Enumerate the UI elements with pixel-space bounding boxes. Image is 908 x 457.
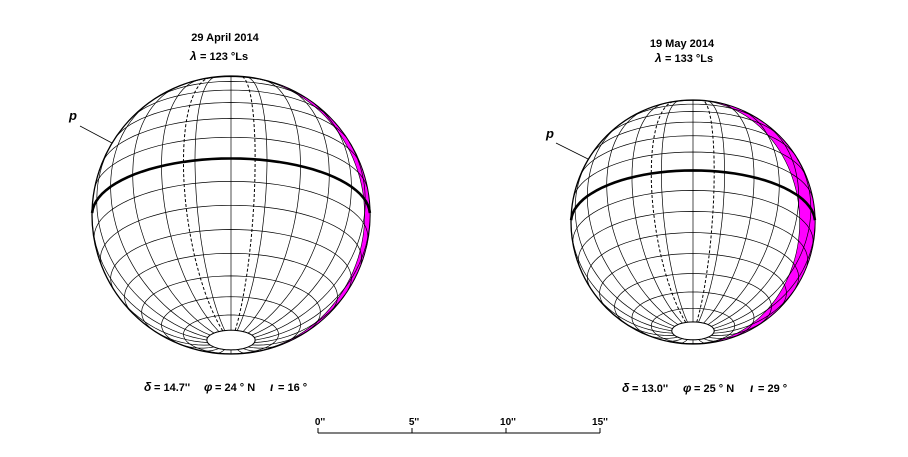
meridian-1 (248, 344, 282, 349)
globe-2-delta-symbol: δ (622, 381, 630, 395)
meridian-1 (242, 348, 261, 352)
meridian-1 (153, 330, 211, 346)
meridian-2 (587, 124, 675, 327)
meridian-2 (698, 100, 725, 323)
globe-1-iota-value: = 16 ° (278, 382, 307, 394)
meridian-2 (631, 103, 683, 324)
globe-2-delta-value: = 13.0'' (632, 383, 669, 395)
reference-meridian-1-0 (183, 77, 224, 332)
scale-tick-label-1: 5'' (409, 417, 419, 428)
globe-2-iota-symbol: ι (750, 381, 754, 395)
globe-2-iota-value: = 29 ° (758, 383, 787, 395)
globe-1-date: 29 April 2014 (191, 32, 259, 44)
globe-2-date: 19 May 2014 (650, 38, 715, 50)
meridian-2 (620, 320, 675, 336)
meridian-2 (664, 338, 683, 342)
meridian-2 (711, 124, 799, 327)
globe-2-lambda-value: = 133 °Ls (665, 53, 713, 65)
polar-cap-1 (206, 329, 256, 351)
meridian-1 (132, 87, 215, 334)
meridian-1 (236, 349, 245, 354)
scale-tick-label-2: 10'' (500, 417, 516, 428)
meridian-2 (698, 339, 707, 344)
meridian-1 (194, 76, 226, 331)
reference-meridian-1-1 (234, 76, 256, 331)
meridian-1 (251, 330, 309, 346)
meridian-1 (91, 219, 207, 341)
meridian-1 (96, 142, 208, 338)
globe-2-lambda-symbol: λ (654, 51, 662, 65)
meridian-1 (161, 79, 220, 332)
meridian-1 (116, 294, 208, 343)
meridian-2 (679, 339, 688, 344)
globe-1-delta-value: = 14.7'' (154, 382, 191, 394)
meridian-2 (711, 320, 766, 336)
globe-2-phi-value: = 25 ° N (694, 383, 734, 395)
globe-1-sphere (90, 75, 372, 355)
globe-1-lambda-value: = 123 °Ls (200, 51, 248, 63)
meridian-1 (180, 344, 214, 349)
meridian-2 (713, 291, 794, 334)
scale-tick-label-0: 0'' (315, 417, 325, 428)
meridian-2 (703, 103, 755, 324)
meridian-2 (707, 335, 738, 339)
meridian-2 (713, 158, 812, 329)
meridian-1 (236, 76, 268, 331)
reference-meridian-2-1 (696, 99, 715, 323)
meridian-1 (254, 142, 366, 338)
globe-1-phi-value: = 24 ° N (215, 382, 255, 394)
polar-cap-2 (671, 321, 715, 341)
meridian-1 (242, 79, 301, 332)
meridian-1 (110, 103, 211, 336)
globe-1-phi-symbol: φ (204, 380, 213, 394)
meridian-2 (570, 225, 672, 332)
meridian-1 (247, 87, 330, 334)
globe-1: 29 April 2014 λ = 123 °Ls p δ = 14.7'' φ… (68, 32, 372, 394)
meridian-2 (574, 158, 673, 329)
meridian-2 (592, 291, 673, 334)
globe-2-phi-symbol: φ (683, 381, 692, 395)
meridian-2 (606, 110, 679, 325)
meridian-2 (703, 338, 722, 342)
globe-1-iota-symbol: ι (270, 380, 274, 394)
meridian-2 (661, 100, 688, 323)
meridian-1 (251, 103, 352, 336)
meridian-1 (255, 219, 371, 341)
globe-2-sphere (569, 99, 817, 345)
meridian-2 (707, 110, 780, 325)
scale-bar: 0'' 5'' 10'' 15'' (315, 417, 608, 434)
globe-2-pole-leader (555, 142, 591, 161)
meridian-2 (714, 225, 816, 332)
globe-2-pole-label: p (545, 126, 554, 141)
globe-1-delta-symbol: δ (144, 380, 152, 394)
globe-1-pole-leader (79, 125, 113, 144)
meridian-2 (648, 335, 679, 339)
meridian-1 (254, 294, 346, 343)
scale-tick-label-3: 15'' (592, 417, 608, 428)
meridian-1 (217, 349, 226, 354)
globe-2: 19 May 2014 λ = 133 °Ls p δ = 13.0'' φ =… (545, 38, 817, 395)
globe-1-pole-label: p (68, 108, 77, 123)
meridian-1 (201, 348, 220, 352)
globe-1-lambda-symbol: λ (189, 49, 197, 63)
reference-meridian-2-0 (650, 101, 687, 323)
